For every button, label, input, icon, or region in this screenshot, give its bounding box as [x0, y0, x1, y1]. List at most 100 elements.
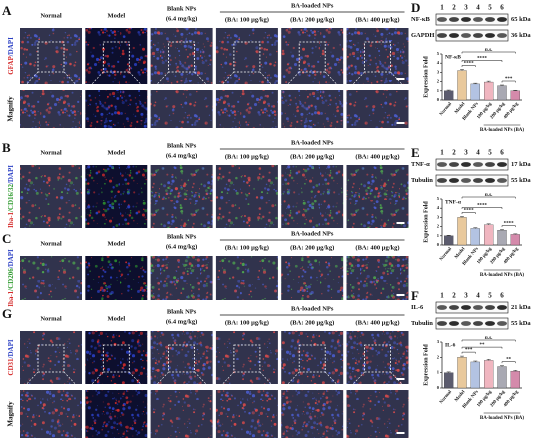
lane-number: 3 — [464, 149, 468, 157]
y-tick-label: 1 — [437, 233, 440, 238]
lane-number: 5 — [488, 4, 492, 12]
blot-frame — [435, 29, 509, 42]
micrograph — [346, 90, 409, 128]
column-header: (BA: 100 μg/kg) — [225, 153, 269, 160]
micrograph — [85, 256, 148, 300]
chart-title: NF-κB — [445, 54, 461, 60]
bar — [470, 83, 480, 101]
y-tick-label: 3 — [437, 69, 440, 74]
micrograph — [346, 256, 409, 300]
micrograph — [281, 256, 344, 300]
error-bar — [513, 370, 518, 372]
micrograph — [20, 331, 82, 384]
bar — [510, 90, 520, 101]
zoom-line — [216, 371, 235, 391]
zoom-line — [151, 71, 169, 91]
x-tick-label: Normal — [439, 246, 453, 262]
column-header: Blank NPs — [167, 308, 197, 315]
blot-band — [449, 305, 459, 310]
error-bar — [473, 360, 478, 362]
lane-number: 2 — [452, 292, 456, 300]
zoom-line — [20, 371, 39, 391]
sig-label: **** — [464, 61, 475, 66]
zoom-box — [298, 344, 326, 373]
error-bar — [446, 89, 451, 91]
zoom-box — [233, 344, 261, 373]
sig-label: **** — [464, 208, 475, 213]
blot-frame — [435, 13, 509, 26]
zoom-line — [324, 371, 343, 391]
stain-part: Iba-1 — [7, 212, 15, 228]
sig-bracket — [461, 351, 476, 354]
bar — [510, 370, 520, 389]
error-bar — [446, 371, 451, 373]
scale-bar — [396, 432, 405, 434]
lane-number: 5 — [488, 149, 492, 157]
lane-number: 6 — [500, 149, 504, 157]
zoom-line — [216, 71, 235, 91]
micrograph — [150, 256, 213, 300]
lane-number: 6 — [500, 292, 504, 300]
y-tick-label: 0 — [437, 242, 440, 247]
blot-band — [497, 321, 507, 326]
x-tick-label: Model — [454, 389, 467, 403]
column-header: BA-loaded NPs — [291, 2, 334, 9]
bar — [497, 85, 507, 101]
y-tick-label: 2 — [437, 354, 440, 359]
error-bar — [513, 233, 518, 235]
y-axis-label: Expression Fold — [423, 344, 429, 386]
zoom-line — [129, 371, 147, 391]
zoom-line — [281, 71, 300, 91]
stain-part: /DAPI — [7, 37, 15, 57]
protein-label: NF-κB — [411, 16, 430, 23]
micrograph — [150, 331, 213, 384]
column-header: (BA: 200 μg/kg) — [290, 153, 334, 160]
x-tick-label: 400 μg/kg — [503, 101, 520, 120]
chart-title: IL-6 — [445, 342, 456, 348]
lane-number: 2 — [452, 4, 456, 12]
blot-band — [497, 178, 507, 183]
micrograph — [150, 90, 213, 128]
blot-band — [461, 321, 471, 326]
micrograph — [85, 28, 148, 84]
protein-label: Tubulin — [411, 320, 433, 327]
column-header: BA-loaded NPs — [291, 230, 334, 237]
column-header: Normal — [40, 12, 61, 19]
group-label: BA-loaded NPs (BA) — [480, 128, 525, 133]
panel-letter: F — [411, 288, 419, 303]
sig-bracket — [501, 80, 516, 83]
scale-bar — [396, 294, 405, 296]
column-header: (BA: 100 μg/kg) — [225, 244, 269, 251]
lane-number: 5 — [488, 292, 492, 300]
column-header: Model — [107, 149, 125, 156]
stain-part: Iba-1 — [7, 290, 15, 306]
zoom-line — [151, 371, 169, 391]
blot-band — [485, 33, 495, 38]
zoom-line — [390, 371, 408, 391]
micrograph — [20, 390, 82, 438]
column-header: (BA: 100 μg/kg) — [225, 319, 269, 326]
blot-band — [461, 33, 471, 38]
column-header: Blank NPs — [167, 233, 197, 240]
stain-part: CD31 — [7, 358, 15, 376]
blot-band — [473, 17, 483, 22]
sig-bracket — [461, 339, 516, 342]
protein-label: IL-6 — [411, 304, 424, 311]
zoom-line — [63, 371, 82, 391]
blot-band — [473, 321, 483, 326]
stain-part: /CD206 — [7, 268, 15, 292]
micrograph — [215, 90, 278, 128]
micrograph — [85, 165, 148, 228]
bar — [484, 360, 494, 389]
sig-bracket — [461, 346, 503, 349]
zoom-line — [347, 371, 365, 391]
bar — [444, 235, 454, 246]
zoom-box — [102, 344, 130, 373]
scale-bar — [396, 222, 405, 224]
micrograph — [346, 165, 409, 228]
zoom-line — [259, 71, 278, 91]
error-bar — [473, 227, 478, 229]
sig-bracket — [461, 65, 476, 67]
blot-frame — [435, 301, 509, 314]
